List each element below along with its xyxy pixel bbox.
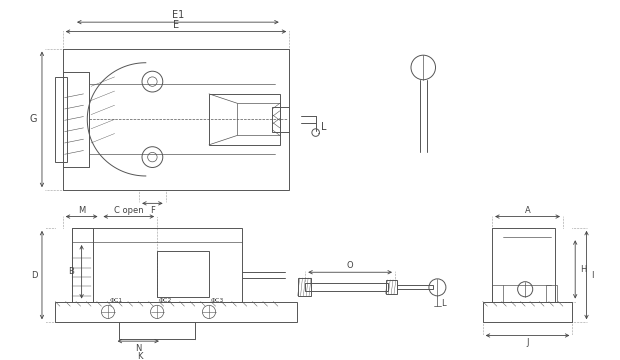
Bar xyxy=(492,284,503,302)
Bar xyxy=(272,107,290,132)
Text: ΦC3: ΦC3 xyxy=(211,298,224,303)
Bar xyxy=(157,252,209,297)
Text: F: F xyxy=(150,206,155,215)
Bar xyxy=(546,284,557,302)
Bar xyxy=(120,322,195,339)
Bar xyxy=(63,49,290,190)
Bar xyxy=(298,278,311,296)
Text: H: H xyxy=(580,265,587,274)
Text: E: E xyxy=(173,20,179,30)
Text: E1: E1 xyxy=(172,10,184,20)
Text: I: I xyxy=(591,271,594,280)
Bar xyxy=(63,72,89,167)
Text: C open: C open xyxy=(114,206,144,215)
Bar xyxy=(305,283,388,291)
Bar xyxy=(492,228,556,302)
Text: G: G xyxy=(30,114,37,124)
Text: L: L xyxy=(321,122,327,132)
Bar xyxy=(483,302,572,322)
Text: ΦC2: ΦC2 xyxy=(159,298,172,303)
Bar xyxy=(386,280,397,294)
Bar xyxy=(55,77,66,162)
Text: ΦC1: ΦC1 xyxy=(110,298,123,303)
Text: A: A xyxy=(525,206,531,215)
Text: O: O xyxy=(347,261,353,270)
Text: N: N xyxy=(135,344,141,353)
Bar xyxy=(397,284,433,289)
Bar xyxy=(72,228,242,302)
Bar xyxy=(55,302,297,322)
Text: J: J xyxy=(526,338,529,347)
Bar xyxy=(237,103,280,135)
Text: D: D xyxy=(31,271,37,280)
Text: B: B xyxy=(68,267,74,276)
Text: K: K xyxy=(138,351,143,360)
Bar xyxy=(209,94,280,145)
Text: M: M xyxy=(78,206,85,215)
Text: L: L xyxy=(441,299,446,308)
Bar xyxy=(72,228,93,302)
